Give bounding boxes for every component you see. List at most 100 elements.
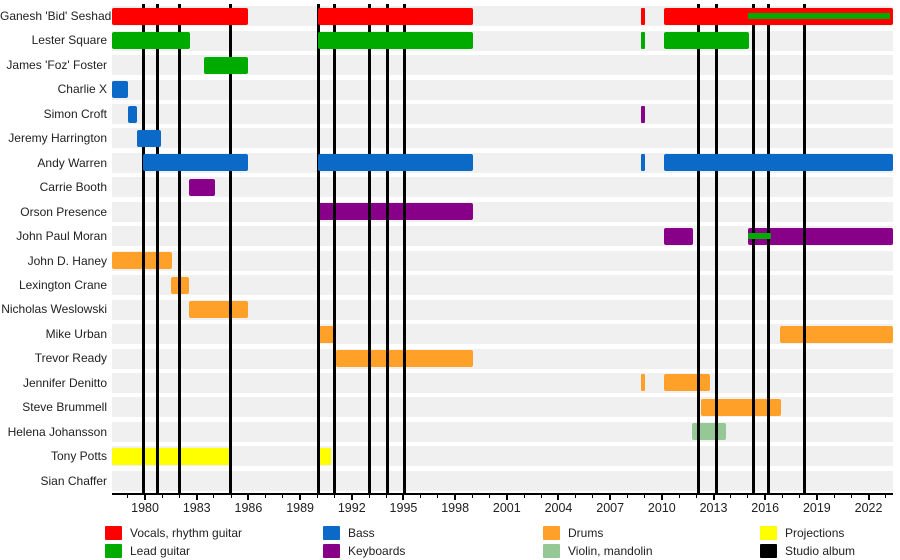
x-axis-major-tick bbox=[609, 495, 612, 500]
member-label-carrie-booth: Carrie Booth bbox=[39, 180, 107, 195]
x-axis-tick-label-1986: 1986 bbox=[234, 501, 263, 515]
member-label-charlie-x: Charlie X bbox=[57, 82, 107, 97]
legend-label-keyboards: Keyboards bbox=[348, 544, 406, 558]
timeline-bar-helena-johansson-violin bbox=[691, 423, 727, 441]
x-axis-major-tick bbox=[557, 495, 560, 500]
x-axis-tick-label-2022: 2022 bbox=[854, 501, 883, 515]
legend-label-violin: Violin, mandolin bbox=[568, 544, 653, 558]
x-axis-major-tick bbox=[660, 495, 663, 500]
member-label-orson-presence: Orson Presence bbox=[20, 204, 107, 219]
timeline-bar-andy-warren-bass bbox=[663, 154, 893, 172]
timeline-bar-orson-presence-keyboards bbox=[318, 203, 474, 221]
x-axis-major-tick bbox=[454, 495, 457, 500]
member-label-james-foz-foster: James 'Foz' Foster bbox=[6, 57, 107, 72]
x-axis-minor-tick bbox=[230, 495, 232, 498]
member-label-steve-brummell: Steve Brummell bbox=[22, 400, 107, 415]
x-axis-minor-tick bbox=[420, 495, 422, 498]
x-axis-minor-tick bbox=[334, 495, 336, 498]
x-axis-major-tick bbox=[712, 495, 715, 500]
timeline-bar-ganesh-bid-seshadri-vocals bbox=[318, 7, 474, 25]
timeline-overlay-john-paul-moran-lead bbox=[747, 233, 772, 240]
x-axis-minor-tick bbox=[489, 495, 491, 498]
x-axis-minor-tick bbox=[695, 495, 697, 498]
legend-swatch-projections bbox=[760, 526, 777, 540]
legend-swatch-keyboards bbox=[323, 544, 340, 558]
legend-swatch-lead bbox=[105, 544, 122, 558]
timeline-bar-tony-potts-projections bbox=[318, 447, 332, 465]
legend-label-album: Studio album bbox=[785, 544, 856, 558]
x-axis-tick-label-1980: 1980 bbox=[131, 501, 159, 515]
member-label-mike-urban: Mike Urban bbox=[45, 326, 107, 341]
legend-label-bass: Bass bbox=[348, 526, 375, 540]
x-axis-minor-tick bbox=[678, 495, 680, 498]
x-axis-major-tick bbox=[764, 495, 767, 500]
studio-album-line bbox=[316, 4, 320, 493]
x-axis-minor-tick bbox=[592, 495, 594, 498]
x-axis-major-tick bbox=[505, 495, 508, 500]
timeline-bar-jeremy-harrington-bass bbox=[137, 129, 162, 147]
x-axis-minor-tick bbox=[523, 495, 525, 498]
timeline-bar-charlie-x-bass bbox=[112, 81, 128, 99]
x-axis-line bbox=[112, 493, 893, 495]
timeline-bar-jennifer-denitto-drums bbox=[663, 374, 711, 392]
member-label-andy-warren: Andy Warren bbox=[37, 155, 107, 170]
legend-swatch-drums bbox=[543, 526, 560, 540]
studio-album-line bbox=[141, 4, 145, 493]
x-axis-minor-tick bbox=[316, 495, 318, 498]
legend-label-drums: Drums bbox=[568, 526, 604, 540]
x-axis-minor-tick bbox=[575, 495, 577, 498]
x-axis-minor-tick bbox=[437, 495, 439, 498]
timeline-bar-john-paul-moran-keyboards bbox=[663, 227, 693, 245]
timeline-bar-lester-square-lead bbox=[318, 32, 474, 50]
studio-album-line bbox=[333, 4, 337, 493]
timeline-bar-carrie-booth-keyboards bbox=[188, 178, 215, 196]
studio-album-line bbox=[402, 4, 406, 493]
timeline-bar-tony-potts-projections bbox=[112, 447, 232, 465]
timeline-mark-andy-warren bbox=[640, 154, 645, 172]
studio-album-line bbox=[178, 4, 182, 493]
x-axis-tick-label-1983: 1983 bbox=[182, 501, 211, 515]
x-axis-minor-tick bbox=[833, 495, 835, 498]
x-axis-minor-tick bbox=[161, 495, 163, 498]
member-label-trevor-ready: Trevor Ready bbox=[34, 351, 107, 366]
member-label-nicholas-weslowski: Nicholas Weslowski bbox=[1, 302, 107, 317]
x-axis-minor-tick bbox=[626, 495, 628, 498]
member-label-jeremy-harrington: Jeremy Harrington bbox=[8, 131, 107, 146]
x-axis-major-tick bbox=[247, 495, 250, 500]
x-axis-minor-tick bbox=[799, 495, 801, 498]
member-label-lexington-crane: Lexington Crane bbox=[18, 277, 107, 292]
x-axis-minor-tick bbox=[781, 495, 783, 498]
x-axis-tick-label-2010: 2010 bbox=[647, 501, 676, 515]
studio-album-line bbox=[714, 4, 718, 493]
x-axis-tick-label-2004: 2004 bbox=[544, 501, 573, 515]
timeline-bar-andy-warren-bass bbox=[143, 154, 249, 172]
x-axis-major-tick bbox=[815, 495, 818, 500]
member-label-ganesh-bid-seshadri: Ganesh 'Bid' Seshadri bbox=[0, 9, 118, 23]
x-axis-major-tick bbox=[144, 495, 147, 500]
member-label-helena-johansson: Helena Johansson bbox=[7, 424, 107, 439]
x-axis-minor-tick bbox=[265, 495, 267, 498]
x-axis-tick-label-2016: 2016 bbox=[751, 501, 780, 515]
x-axis-minor-tick bbox=[127, 495, 129, 498]
x-axis-minor-tick bbox=[850, 495, 852, 498]
x-axis-tick-label-2007: 2007 bbox=[596, 501, 625, 515]
legend-swatch-album bbox=[760, 544, 777, 558]
x-axis-minor-tick bbox=[747, 495, 749, 498]
studio-album-line bbox=[385, 4, 389, 493]
studio-album-line bbox=[803, 4, 807, 493]
legend-label-vocals: Vocals, rhythm guitar bbox=[130, 526, 243, 540]
x-axis-tick-label-2019: 2019 bbox=[802, 501, 831, 515]
timeline-mark-simon-croft bbox=[640, 105, 645, 123]
timeline-mark-lester-square bbox=[640, 32, 645, 50]
legend-label-lead: Lead guitar bbox=[130, 544, 191, 558]
x-axis-minor-tick bbox=[885, 495, 887, 498]
timeline-bar-nicholas-weslowski-drums bbox=[188, 301, 249, 319]
timeline-bar-simon-croft-bass bbox=[127, 105, 138, 123]
timeline-bar-james-foz-foster-lead bbox=[203, 56, 249, 74]
timeline-bar-john-paul-moran-keyboards bbox=[747, 227, 893, 245]
timeline-mark-jennifer-denitto bbox=[640, 374, 645, 392]
timeline-bar-steve-brummell-drums bbox=[700, 398, 781, 416]
x-axis-tick-label-2001: 2001 bbox=[492, 501, 521, 515]
x-axis-minor-tick bbox=[644, 495, 646, 498]
member-label-jennifer-denitto: Jennifer Denitto bbox=[22, 375, 107, 390]
